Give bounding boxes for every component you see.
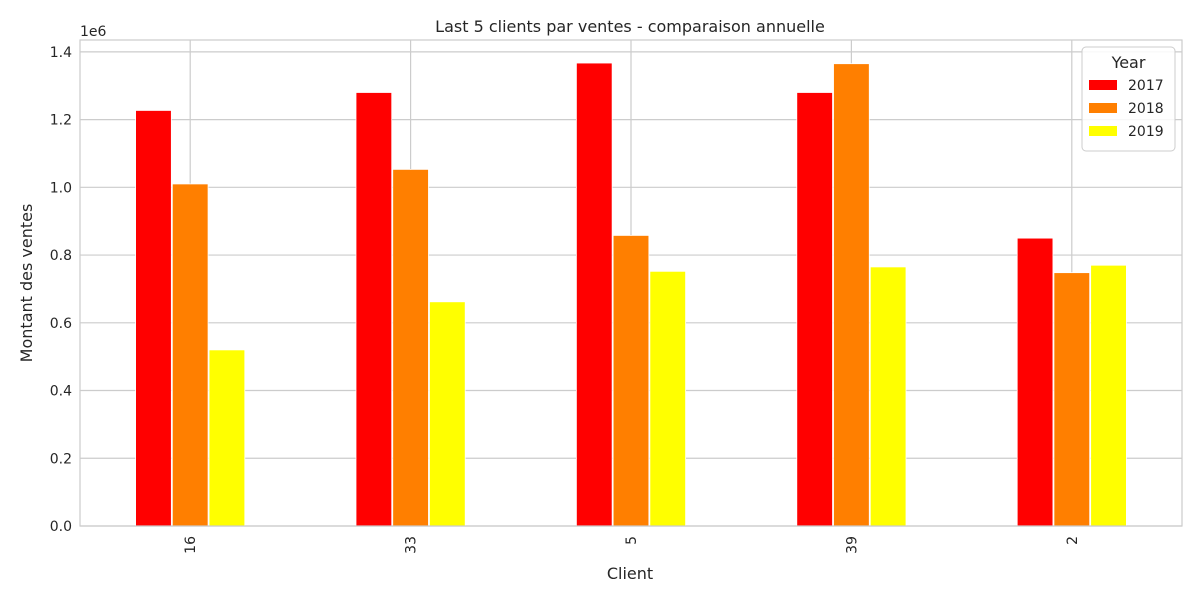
bar-2017-client-5 bbox=[576, 62, 613, 527]
ticks-layer: 0.0 0.2 0.4 0.6 0.8 1.0 1.2 1.4 16 33 5 39 2 bbox=[50, 45, 1081, 554]
x-tick-label: 33 bbox=[404, 536, 420, 554]
legend-item-2018[interactable]: 2018 bbox=[1128, 101, 1164, 117]
bar-2018-client-2 bbox=[1053, 272, 1091, 527]
x-axis-label: Client bbox=[607, 564, 653, 583]
y-tick-label: 1.4 bbox=[50, 45, 72, 61]
x-tick-label: 39 bbox=[844, 536, 860, 554]
bar-2018-client-39 bbox=[833, 63, 870, 527]
y-tick-label: 0.6 bbox=[50, 316, 72, 332]
legend-swatch-2019 bbox=[1089, 126, 1117, 136]
legend-swatch-2018 bbox=[1089, 103, 1117, 113]
bar-2018-client-16 bbox=[171, 183, 209, 527]
bar-2019-client-33 bbox=[429, 301, 466, 527]
y-axis-offset-label: 1e6 bbox=[80, 24, 107, 40]
legend-swatch-2017 bbox=[1089, 80, 1117, 90]
bar-2019-client-16 bbox=[208, 349, 246, 527]
bar-2019-client-5 bbox=[649, 270, 686, 527]
chart-title: Last 5 clients par ventes - comparaison … bbox=[435, 17, 825, 36]
bar-2019-client-2 bbox=[1090, 264, 1127, 527]
legend[interactable]: Year 2017 2018 2019 bbox=[1081, 46, 1176, 152]
plot-frame bbox=[79, 39, 1183, 527]
y-axis-label: Montant des ventes bbox=[17, 204, 36, 363]
x-tick-label: 5 bbox=[624, 536, 640, 545]
bar-2018-client-33 bbox=[392, 168, 429, 527]
legend-title: Year bbox=[1111, 53, 1146, 72]
bar-2017-client-39 bbox=[796, 92, 833, 527]
bar-2017-client-2 bbox=[1016, 237, 1054, 527]
bar-2019-client-39 bbox=[869, 266, 907, 527]
legend-item-2017[interactable]: 2017 bbox=[1128, 78, 1164, 94]
bar-2018-client-5 bbox=[612, 235, 650, 527]
y-tick-label: 0.8 bbox=[50, 248, 72, 264]
x-tick-label: 16 bbox=[183, 536, 199, 554]
legend-item-2019[interactable]: 2019 bbox=[1128, 124, 1164, 140]
y-tick-label: 0.2 bbox=[50, 451, 72, 467]
legend-box bbox=[1081, 46, 1176, 152]
y-tick-label: 0.4 bbox=[50, 384, 72, 400]
y-tick-label: 1.2 bbox=[50, 113, 72, 129]
y-tick-label: 1.0 bbox=[50, 180, 72, 196]
bar-2017-client-16 bbox=[135, 110, 172, 527]
x-tick-label: 2 bbox=[1065, 536, 1081, 545]
bars-layer bbox=[135, 62, 1127, 527]
bar-2017-client-33 bbox=[355, 92, 393, 527]
y-tick-label: 0.0 bbox=[50, 519, 72, 535]
